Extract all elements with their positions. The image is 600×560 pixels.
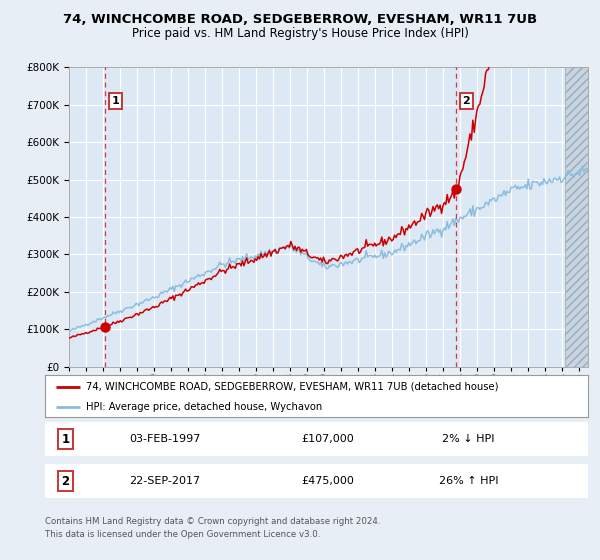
Text: 1: 1	[62, 432, 70, 446]
Text: 26% ↑ HPI: 26% ↑ HPI	[439, 476, 498, 486]
Text: 74, WINCHCOMBE ROAD, SEDGEBERROW, EVESHAM, WR11 7UB: 74, WINCHCOMBE ROAD, SEDGEBERROW, EVESHA…	[63, 13, 537, 26]
Text: 74, WINCHCOMBE ROAD, SEDGEBERROW, EVESHAM, WR11 7UB (detached house): 74, WINCHCOMBE ROAD, SEDGEBERROW, EVESHA…	[86, 382, 498, 392]
Bar	[565, 67, 588, 367]
Text: 2: 2	[62, 474, 70, 488]
Text: 2% ↓ HPI: 2% ↓ HPI	[442, 434, 495, 444]
Text: This data is licensed under the Open Government Licence v3.0.: This data is licensed under the Open Gov…	[45, 530, 320, 539]
Text: 03-FEB-1997: 03-FEB-1997	[129, 434, 200, 444]
Text: HPI: Average price, detached house, Wychavon: HPI: Average price, detached house, Wych…	[86, 402, 322, 412]
Text: 2: 2	[463, 96, 470, 106]
Text: £475,000: £475,000	[301, 476, 354, 486]
Text: Contains HM Land Registry data © Crown copyright and database right 2024.: Contains HM Land Registry data © Crown c…	[45, 517, 380, 526]
Text: Price paid vs. HM Land Registry's House Price Index (HPI): Price paid vs. HM Land Registry's House …	[131, 27, 469, 40]
Text: 1: 1	[112, 96, 119, 106]
Text: 22-SEP-2017: 22-SEP-2017	[129, 476, 200, 486]
Text: £107,000: £107,000	[301, 434, 354, 444]
